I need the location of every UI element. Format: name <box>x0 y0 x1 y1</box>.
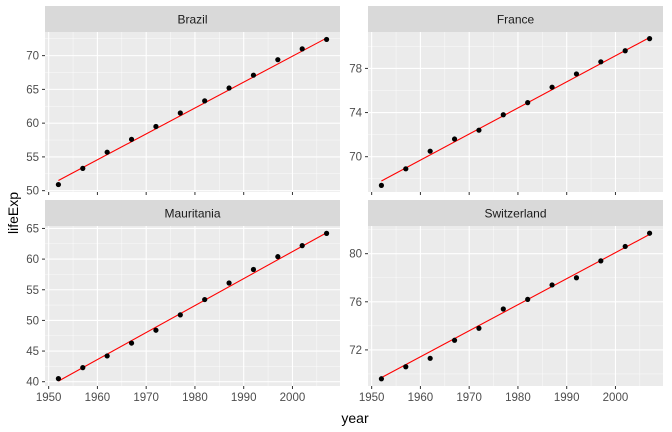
facet-strip-label-brazil: Brazil <box>177 13 207 27</box>
data-point-france-1957 <box>403 166 409 172</box>
data-point-france-1997 <box>598 59 604 65</box>
data-point-brazil-2007 <box>323 36 330 43</box>
y-tick-label: 40 <box>26 377 39 389</box>
data-point-brazil-1987 <box>226 85 232 91</box>
x-tick-label: 1950 <box>36 392 62 404</box>
data-point-switzerland-1957 <box>403 364 409 370</box>
data-point-france-1977 <box>500 112 506 118</box>
facet-panel-france: France 70 74 78 <box>349 6 663 195</box>
x-tick-label: 1990 <box>231 392 257 404</box>
data-point-france-1962 <box>427 148 433 154</box>
y-tick-label: 60 <box>26 254 39 266</box>
data-point-switzerland-2007 <box>646 230 653 236</box>
x-tick-label: 1980 <box>182 392 208 404</box>
facet-strip-label-mauritania: Mauritania <box>164 207 220 221</box>
y-tick-label: 65 <box>26 223 39 235</box>
data-point-mauritania-1992 <box>250 266 257 273</box>
x-axis-title: year <box>341 410 369 426</box>
data-point-mauritania-1987 <box>226 280 232 286</box>
x-tick-label: 1960 <box>85 392 111 404</box>
data-point-mauritania-1957 <box>80 365 86 371</box>
data-point-brazil-1967 <box>128 136 135 142</box>
data-point-switzerland-1967 <box>451 337 458 343</box>
y-tick-label: 70 <box>349 152 362 164</box>
data-point-mauritania-1962 <box>104 353 110 359</box>
data-point-mauritania-1972 <box>153 327 159 333</box>
data-point-france-1967 <box>451 136 458 142</box>
y-tick-label: 55 <box>26 152 39 164</box>
data-point-france-1992 <box>573 71 580 77</box>
facet-panel-brazil: Brazil 50 55 60 65 70 <box>26 6 340 198</box>
facet-panel-switzerland: Switzerland 72 76 80 1950 1960 1970 1980 1990 200… <box>349 200 663 404</box>
x-tick-label: 2000 <box>603 392 629 404</box>
data-point-switzerland-1987 <box>549 282 555 288</box>
data-point-switzerland-1992 <box>573 275 580 281</box>
facet-strip-france <box>368 6 663 32</box>
data-point-mauritania-2002 <box>299 243 305 249</box>
data-point-switzerland-1997 <box>598 258 604 264</box>
data-point-mauritania-1982 <box>202 296 208 303</box>
panel-background-brazil <box>45 32 340 192</box>
y-tick-label: 55 <box>26 285 39 297</box>
data-point-switzerland-2002 <box>622 243 628 250</box>
data-point-switzerland-1962 <box>427 355 433 361</box>
x-tick-label: 1970 <box>133 392 159 404</box>
x-tick-label: 1960 <box>408 392 434 404</box>
data-point-france-2007 <box>646 36 653 42</box>
facet-strip-switzerland <box>368 200 663 226</box>
data-point-mauritania-2007 <box>323 230 330 236</box>
x-tick-label: 1950 <box>359 392 385 404</box>
data-point-mauritania-1997 <box>275 254 281 260</box>
panel-background-france <box>368 32 663 192</box>
facet-panel-mauritania: Mauritania 40 45 50 55 60 65 1950 1960 1970 1980 19… <box>26 200 340 404</box>
x-tick-label: 1990 <box>554 392 580 404</box>
data-point-mauritania-1977 <box>177 312 183 318</box>
facet-strip-mauritania <box>45 200 340 226</box>
data-point-switzerland-1982 <box>525 296 531 302</box>
y-tick-label: 72 <box>349 345 362 357</box>
data-point-switzerland-1952 <box>378 376 385 382</box>
x-tick-label: 2000 <box>280 392 306 404</box>
fit-line-france <box>381 37 650 182</box>
data-point-brazil-1982 <box>202 98 208 104</box>
data-point-switzerland-1972 <box>476 325 482 331</box>
y-tick-label: 60 <box>26 118 39 130</box>
y-tick-label: 70 <box>26 51 39 63</box>
data-point-mauritania-1967 <box>128 340 135 346</box>
facet-strip-label-france: France <box>497 13 535 27</box>
data-point-france-1952 <box>378 182 385 188</box>
facet-strip-brazil <box>45 6 340 32</box>
data-point-brazil-2002 <box>299 46 305 52</box>
data-point-brazil-1977 <box>177 110 183 116</box>
y-axis-title: lifeExp <box>5 192 21 234</box>
y-tick-label: 80 <box>349 249 362 261</box>
y-tick-label: 74 <box>349 108 362 120</box>
data-point-brazil-1952 <box>55 181 62 188</box>
fit-line-mauritania <box>58 232 327 382</box>
y-tick-label: 50 <box>26 315 39 327</box>
y-tick-label: 50 <box>26 186 39 198</box>
data-point-france-1982 <box>525 100 531 106</box>
data-point-france-1987 <box>549 84 555 90</box>
data-point-brazil-1972 <box>153 123 159 130</box>
data-point-brazil-1957 <box>80 165 86 171</box>
data-point-brazil-1992 <box>250 72 257 78</box>
x-tick-label: 1980 <box>505 392 531 404</box>
fit-line-switzerland <box>381 233 650 379</box>
y-tick-label: 76 <box>349 297 362 309</box>
data-point-mauritania-1952 <box>55 376 62 382</box>
y-tick-label: 65 <box>26 84 39 96</box>
data-point-france-1972 <box>476 127 482 133</box>
data-point-france-2002 <box>622 48 628 54</box>
data-point-brazil-1997 <box>275 57 281 63</box>
x-tick-label: 1970 <box>456 392 482 404</box>
y-tick-label: 78 <box>349 63 362 75</box>
facet-strip-label-switzerland: Switzerland <box>484 207 546 221</box>
data-point-brazil-1962 <box>104 149 110 155</box>
y-tick-label: 45 <box>26 346 39 358</box>
fit-line-brazil <box>58 37 327 182</box>
data-point-switzerland-1977 <box>500 306 506 312</box>
